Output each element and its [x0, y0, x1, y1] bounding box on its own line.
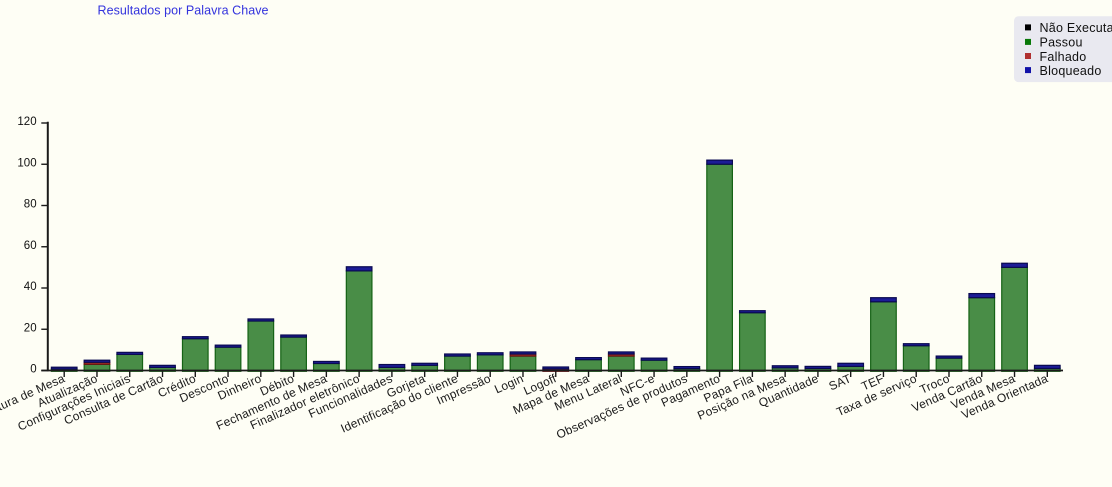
svg-text:Bloqueado: Bloqueado	[1040, 64, 1102, 78]
svg-text:100: 100	[17, 157, 36, 169]
svg-text:Resultados por Palavra Chave: Resultados por Palavra Chave	[98, 4, 269, 18]
svg-text:Passou: Passou	[1040, 36, 1083, 50]
svg-text:20: 20	[24, 322, 37, 334]
svg-text:Falhado: Falhado	[1040, 50, 1087, 64]
svg-text:Não Executado: Não Executado	[1040, 21, 1112, 35]
svg-text:120: 120	[17, 116, 36, 128]
svg-text:40: 40	[24, 281, 37, 293]
svg-text:80: 80	[24, 199, 37, 211]
svg-text:60: 60	[24, 240, 37, 252]
svg-text:0: 0	[30, 364, 36, 376]
